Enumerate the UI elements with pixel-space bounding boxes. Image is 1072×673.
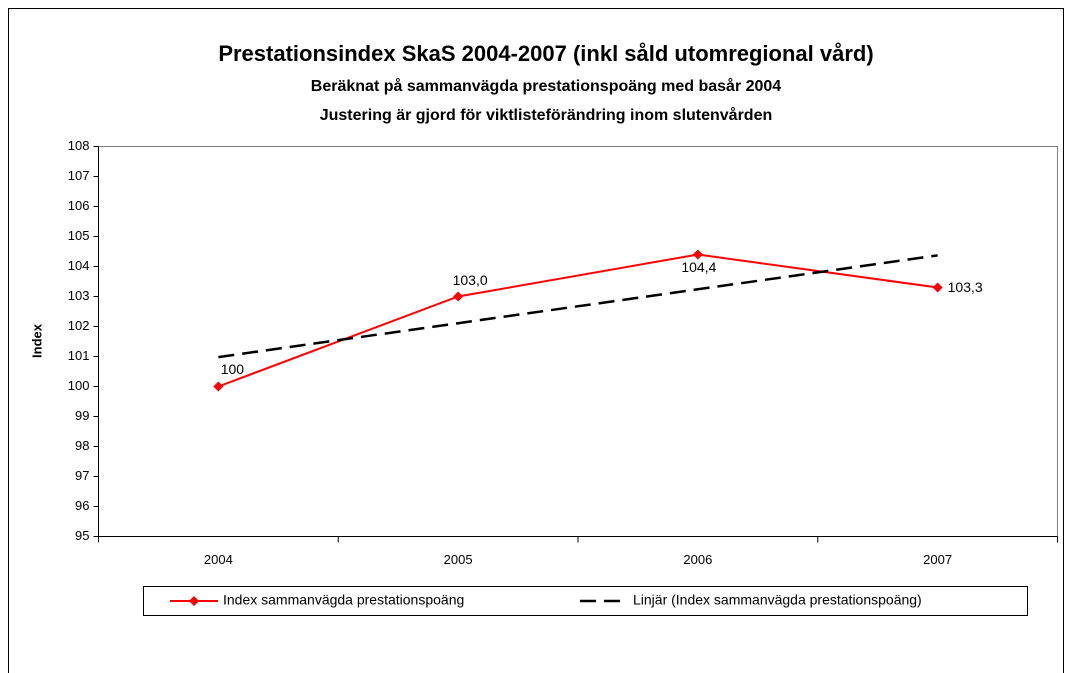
marker	[213, 381, 224, 392]
y-tick-label: 103	[68, 288, 90, 303]
marker	[453, 291, 464, 302]
data-label: 103,0	[453, 272, 488, 288]
x-tick-label: 2007	[923, 552, 952, 567]
y-tick-label: 105	[68, 228, 90, 243]
y-tick-label: 98	[75, 438, 89, 453]
legend-label: Linjär (Index sammanvägda prestationspoä…	[633, 592, 922, 608]
chart-border	[8, 8, 1064, 673]
y-tick-label: 107	[68, 168, 90, 183]
y-tick-label: 100	[68, 378, 90, 393]
x-tick-label: 2006	[683, 552, 712, 567]
trend-line	[218, 254, 938, 359]
chart-title: Prestationsindex SkaS 2004-2007 (inkl så…	[218, 41, 873, 66]
legend-label: Index sammanvägda prestationspoäng	[223, 592, 464, 608]
y-tick-label: 101	[68, 348, 90, 363]
series-line	[218, 253, 938, 388]
x-tick-label: 2004	[204, 552, 233, 567]
marker	[932, 282, 943, 293]
y-tick-label: 106	[68, 198, 90, 213]
y-tick-label: 108	[68, 138, 90, 153]
legend-marker	[189, 596, 199, 606]
y-tick-label: 96	[75, 498, 89, 513]
data-label: 100	[221, 361, 245, 377]
y-tick-label: 104	[68, 258, 90, 273]
chart-subtitle: Justering är gjord för viktlisteförändri…	[320, 106, 773, 124]
y-tick-label: 95	[75, 528, 89, 543]
y-tick-label: 99	[75, 408, 89, 423]
y-tick-label: 97	[75, 468, 89, 483]
y-axis-label: Index	[29, 323, 44, 358]
chart-subtitle: Beräknat på sammanvägda prestationspoäng…	[311, 77, 782, 95]
data-label: 103,3	[948, 279, 983, 295]
x-tick-label: 2005	[444, 552, 473, 567]
marker	[692, 249, 703, 260]
y-tick-label: 102	[68, 318, 90, 333]
data-label: 104,4	[681, 259, 716, 275]
